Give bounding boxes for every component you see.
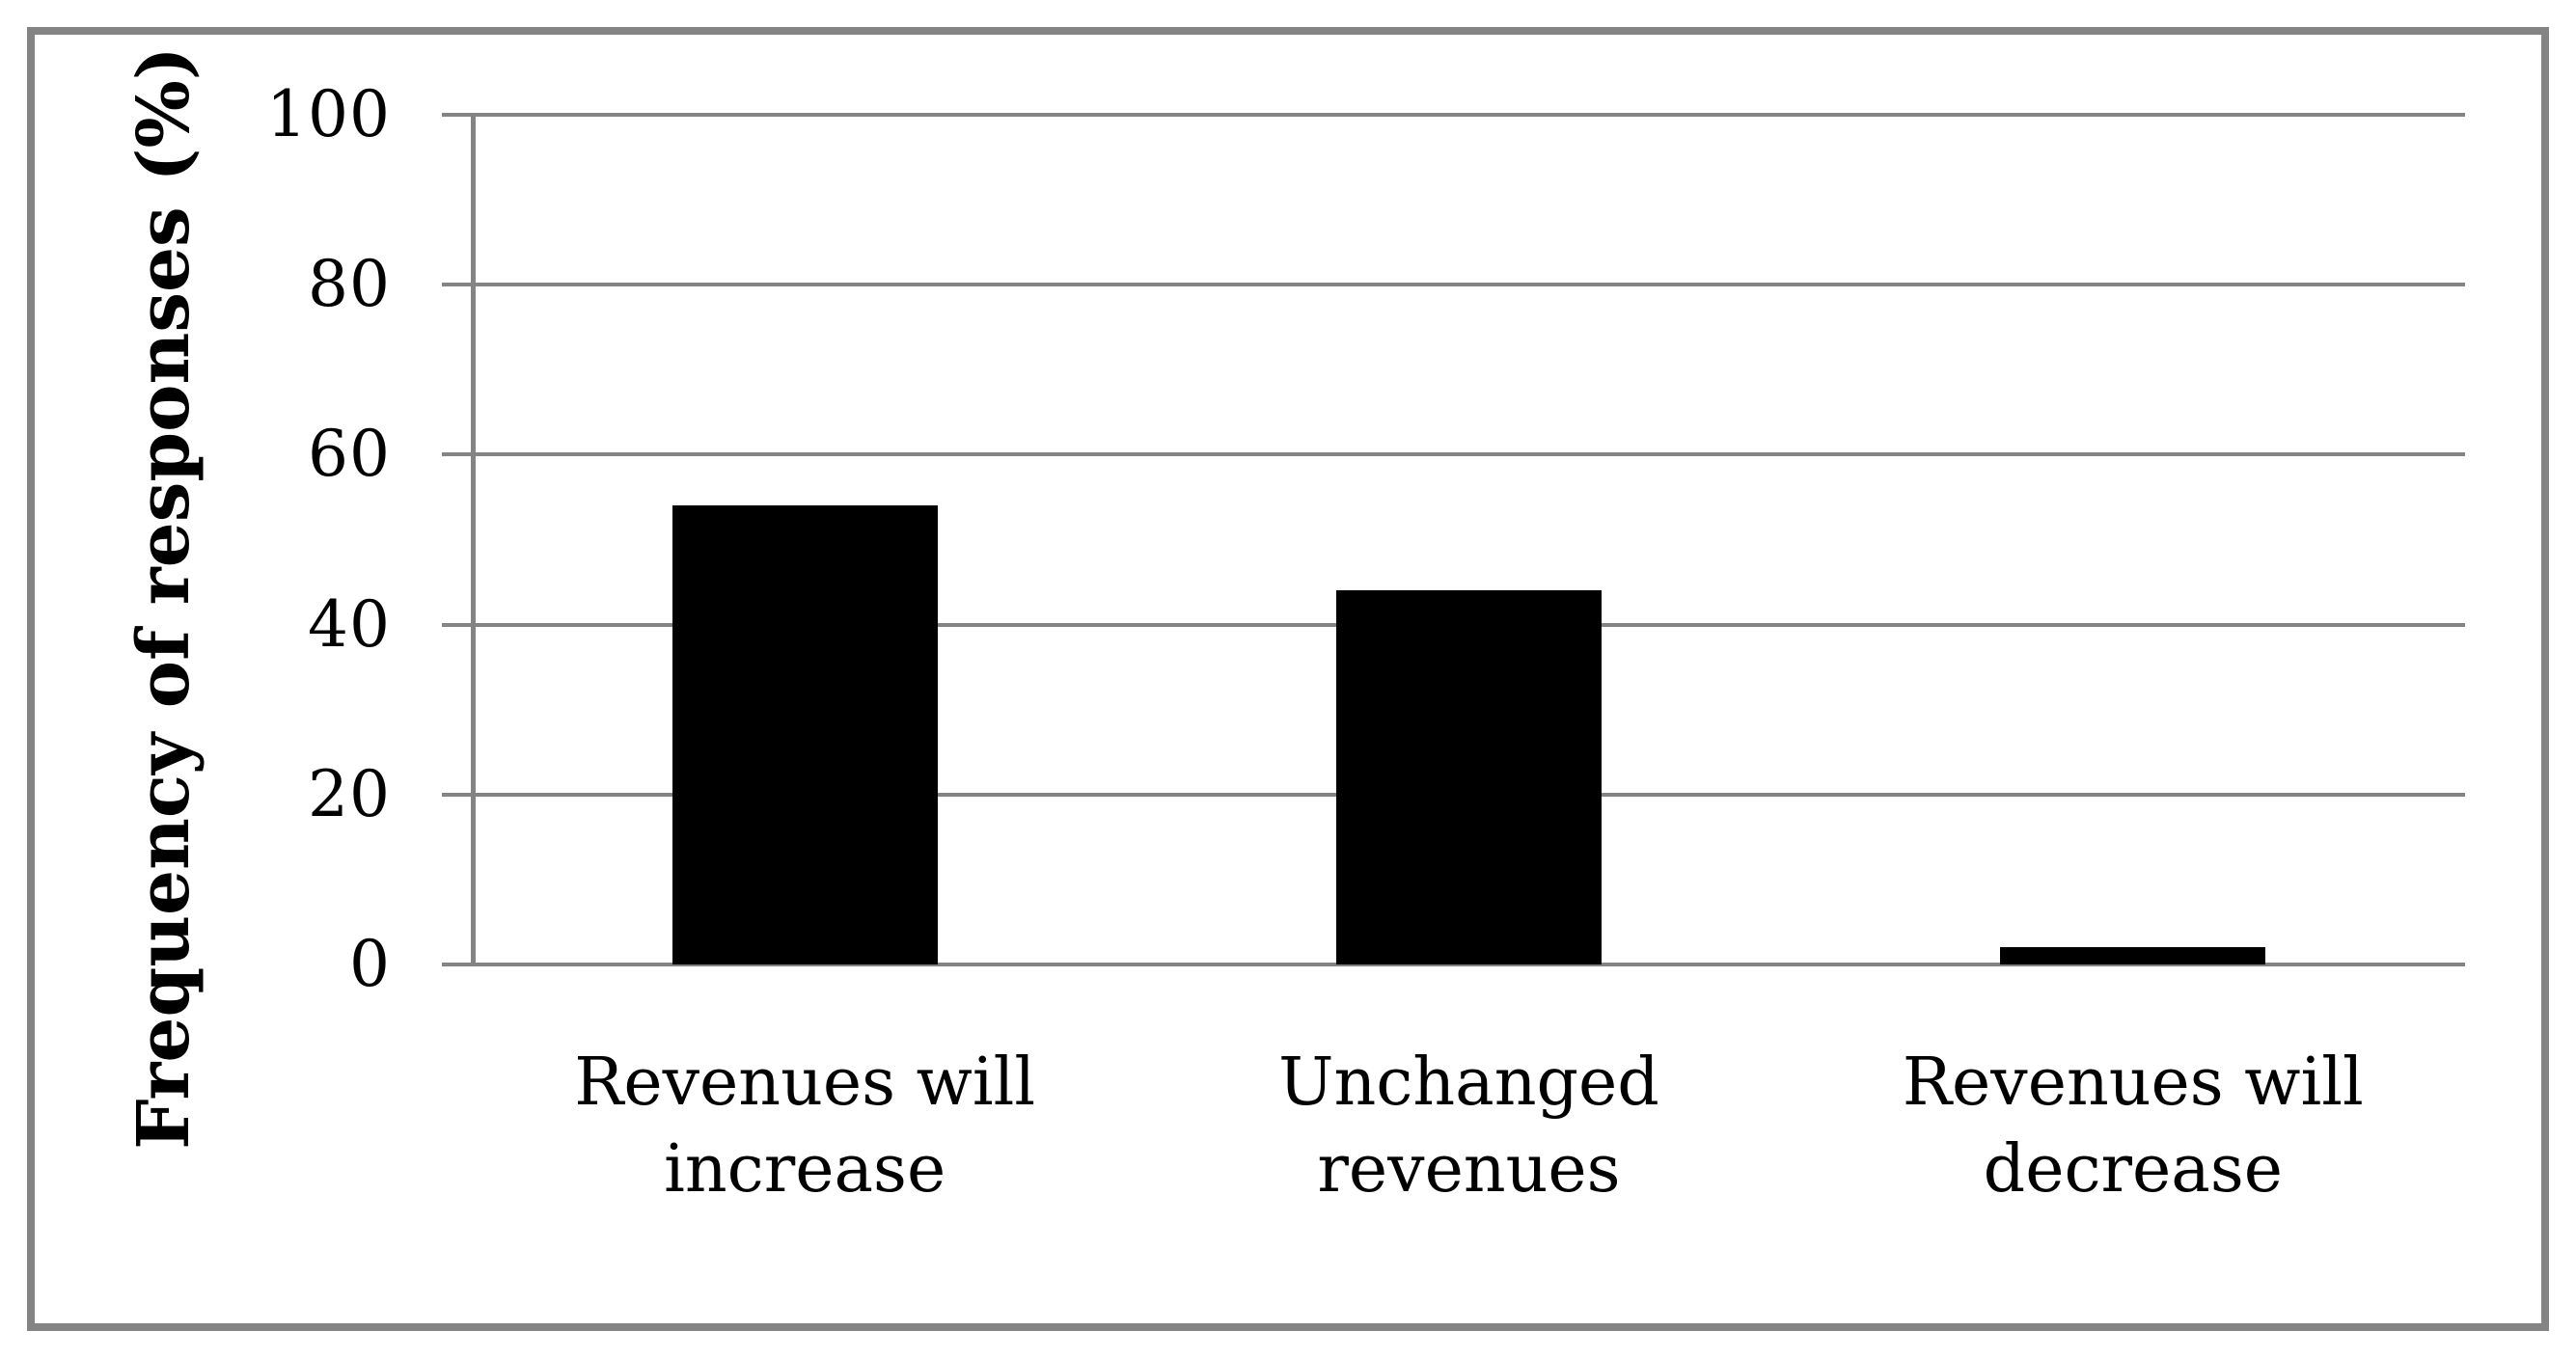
- gridline-y80: [473, 283, 2465, 287]
- y-axis-title: Frequency of responses (%): [123, 46, 206, 1150]
- y-axis-tick-y60: [442, 452, 473, 457]
- x-category-label-0: Revenues will increase: [574, 1045, 1036, 1209]
- y-axis-tick-y40: [442, 622, 473, 627]
- gridline-y100: [473, 113, 2465, 117]
- bars-row: [473, 115, 2465, 964]
- gridline-y60: [473, 452, 2465, 457]
- y-axis-tick-y20: [442, 792, 473, 797]
- x-category-label-1: Unchanged revenues: [1278, 1045, 1659, 1209]
- y-axis-tick-y0: [442, 963, 473, 966]
- bar-slot-2: [1801, 115, 2465, 964]
- y-axis-tick-y100: [442, 113, 473, 117]
- bar-slot-0: [473, 115, 1137, 964]
- bar-2: [2000, 947, 2266, 964]
- x-category-label-2: Revenues will decrease: [1902, 1045, 2364, 1209]
- bar-1: [1335, 590, 1603, 964]
- plot-area: 020406080100: [266, 83, 2465, 996]
- y-axis-tick-y80: [442, 283, 473, 287]
- bar-0: [671, 505, 938, 964]
- x-axis-labels: Revenues will increase Unchanged revenues…: [473, 1040, 2465, 1214]
- bar-slot-1: [1137, 115, 1800, 964]
- y-axis-line: [471, 115, 476, 964]
- chart-border-frame: [27, 27, 2549, 1331]
- gridline-y0: [473, 963, 2465, 966]
